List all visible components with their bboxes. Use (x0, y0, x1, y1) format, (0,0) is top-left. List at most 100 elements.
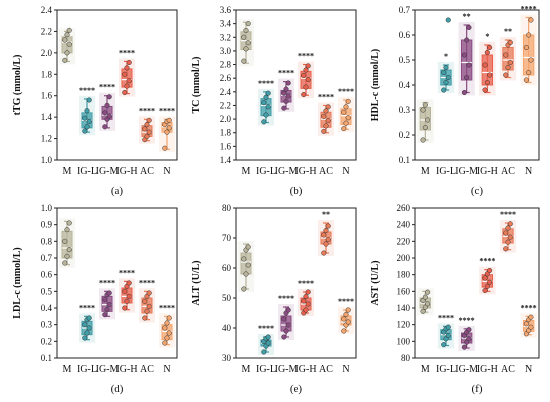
data-point (124, 83, 130, 89)
data-point (303, 67, 309, 73)
data-point (265, 90, 271, 96)
y-tick-label: 0.5 (41, 286, 53, 296)
x-category-label: M (63, 166, 72, 177)
panel-c: 0.1 0.2 0.3 0.4 0.5 0.6 0.7 HDL-c (mmol/L) M * IG-… (370, 5, 540, 197)
data-point (461, 89, 467, 96)
data-point (146, 129, 152, 135)
y-tick-label: 50 (222, 293, 232, 303)
data-point (166, 117, 172, 123)
data-point (528, 324, 534, 330)
y-tick-label: 0.4 (41, 303, 53, 313)
y-tick-label: 0.1 (41, 353, 52, 363)
y-axis-label: HDL-c (mmol/L) (370, 49, 381, 122)
data-point (66, 41, 72, 47)
plot-frame (56, 207, 178, 359)
data-point (528, 314, 534, 320)
data-point (144, 133, 150, 139)
y-tick-label: 160 (397, 286, 411, 296)
data-point (281, 316, 287, 322)
data-point (66, 27, 72, 33)
data-point (343, 104, 349, 110)
x-category-label: IG-H (295, 364, 316, 375)
significance-label: **** (278, 294, 294, 303)
significance-label: **** (159, 106, 175, 115)
x-category-label: M (63, 364, 72, 375)
y-axis-label: TC (mmol/L) (191, 57, 202, 114)
significance-label: **** (459, 316, 475, 325)
y-tick-label: 2.2 (41, 26, 52, 36)
y-tick-label: 3.4 (220, 19, 232, 29)
data-point (86, 315, 92, 321)
panel-d: 0.1 0.2 0.3 0.4 0.5 0.6 0.7 0.8 0.9 1.0 LDL-c (mmo… (12, 203, 178, 395)
data-point (281, 90, 287, 96)
box-IG-M: **** IG-M (275, 294, 298, 375)
y-axis-label: ALT (U/L) (191, 260, 202, 305)
data-point (142, 126, 148, 132)
data-point (523, 321, 529, 327)
x-category-label: IG-L (436, 166, 456, 177)
data-point (341, 126, 347, 132)
data-point (126, 78, 132, 84)
data-point (321, 128, 327, 134)
box-M: M (59, 27, 75, 177)
x-category-label: IG-L (77, 364, 97, 375)
data-point (441, 342, 447, 348)
y-tick-label: 1.8 (220, 128, 232, 138)
panel-label: (d) (111, 383, 124, 395)
x-category-label: AC (501, 364, 515, 375)
data-point (86, 325, 92, 331)
data-point (265, 340, 271, 346)
data-point (420, 137, 426, 143)
box-AC: **** AC (499, 210, 517, 375)
data-point (507, 234, 513, 240)
data-point (321, 250, 327, 256)
data-point (441, 69, 447, 76)
data-point (323, 227, 329, 234)
box-IG-M: **** IG-M (455, 316, 478, 375)
data-point (106, 302, 112, 308)
data-point (466, 24, 472, 31)
panel-label: (b) (290, 185, 303, 197)
data-point (301, 298, 307, 304)
data-point (482, 287, 488, 294)
data-point (166, 125, 172, 131)
data-point (528, 17, 534, 23)
data-point (84, 330, 90, 336)
box-N: **** N (159, 106, 175, 177)
y-tick-label: 2.4 (41, 5, 53, 15)
panel-label: (e) (290, 383, 303, 395)
data-point (162, 325, 168, 331)
data-point (281, 105, 287, 111)
box-M: M (417, 288, 434, 375)
box-AC: **** AC (318, 92, 334, 177)
data-point (62, 37, 68, 43)
x-category-label: M (242, 166, 251, 177)
y-tick-label: 120 (397, 320, 411, 330)
box-IG-L: * IG-L (436, 17, 456, 177)
data-point (523, 44, 529, 51)
data-point (341, 316, 347, 322)
x-category-label: AC (501, 166, 515, 177)
box-N: **** N (159, 303, 175, 375)
plot-frame (414, 9, 540, 161)
data-point (445, 17, 451, 23)
data-point (505, 64, 511, 71)
data-point (507, 221, 513, 227)
box-IG-L: **** IG-L (256, 324, 276, 375)
y-tick-label: 1.6 (220, 141, 232, 151)
plot-frame (56, 9, 178, 161)
data-point (323, 123, 329, 129)
data-point (325, 236, 331, 243)
data-point (245, 244, 251, 250)
data-point (263, 94, 269, 100)
data-point (146, 117, 152, 123)
data-point (422, 102, 428, 108)
data-point (303, 84, 309, 90)
data-point (66, 220, 72, 226)
data-point (241, 34, 247, 40)
panel-label: (f) (472, 383, 483, 395)
panel-f: 80 100 120 140 160 180 200 220 240 260 AST (U/L) M *… (370, 203, 540, 395)
data-point (142, 315, 148, 321)
data-point (66, 247, 72, 253)
